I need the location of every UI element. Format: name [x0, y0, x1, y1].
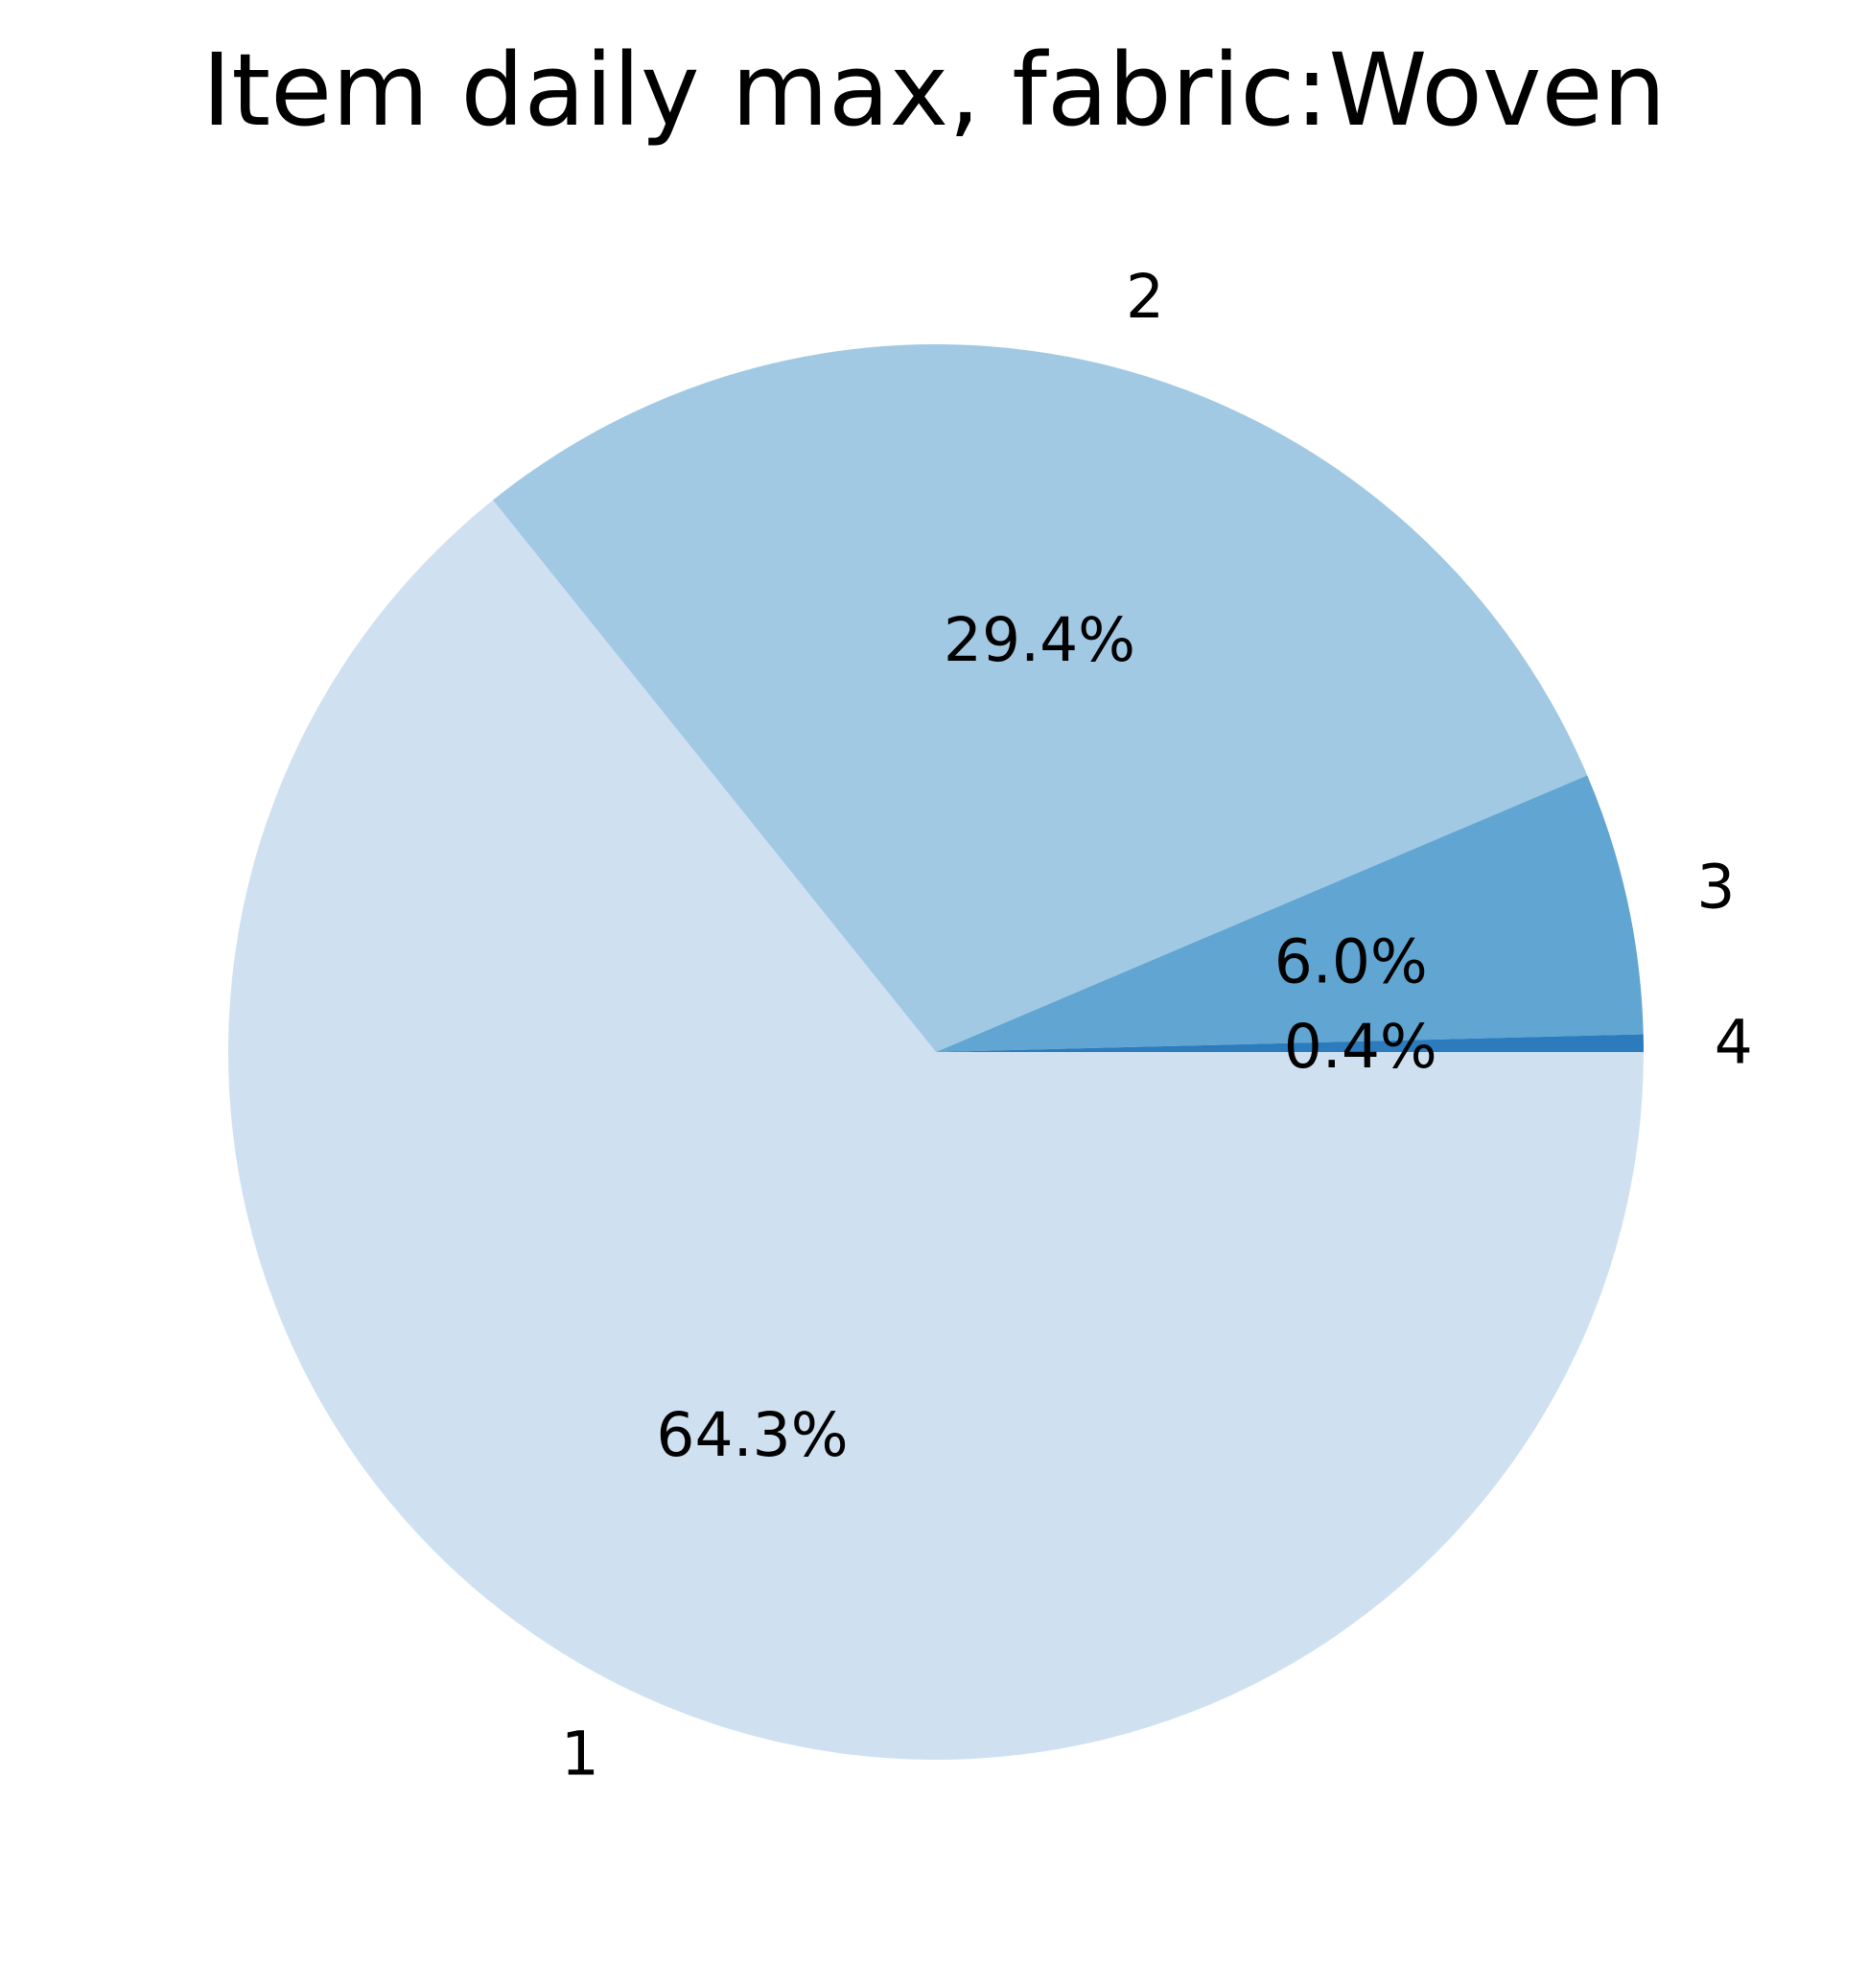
slice-label-2: 2 — [1126, 262, 1164, 332]
slice-percent-4: 0.4% — [1284, 1012, 1437, 1082]
slice-label-4: 4 — [1715, 1007, 1753, 1077]
pie-slice-4 — [936, 1034, 1644, 1052]
pie-slice-2 — [493, 344, 1588, 1052]
pie-labels: 1 64.3% 2 29.4% 3 6.0% 4 0.4% — [561, 262, 1753, 1789]
slice-label-3: 3 — [1696, 853, 1735, 923]
pie-slice-1 — [228, 500, 1645, 1760]
chart-title: Item daily max, fabric:Woven — [202, 32, 1667, 149]
slice-percent-1: 64.3% — [656, 1400, 848, 1470]
pie-slice-3 — [936, 775, 1644, 1052]
slice-percent-2: 29.4% — [944, 605, 1135, 675]
slice-percent-3: 6.0% — [1274, 927, 1428, 997]
slice-label-1: 1 — [561, 1719, 599, 1789]
pie-slices — [228, 344, 1645, 1760]
